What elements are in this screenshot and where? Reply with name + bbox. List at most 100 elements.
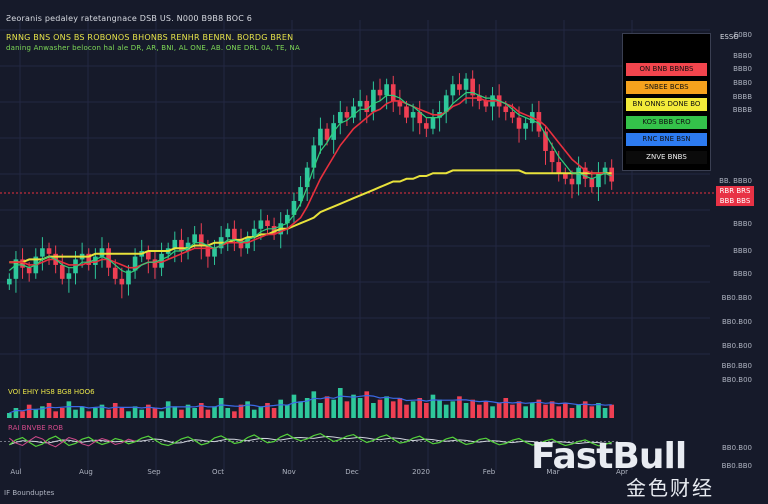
volume-bar bbox=[185, 404, 191, 418]
x-tick-label: Dec bbox=[345, 468, 359, 476]
volume-bar bbox=[576, 404, 581, 418]
candle-body bbox=[430, 117, 436, 129]
legend-row-red: ON BNB BBNBS bbox=[626, 63, 707, 76]
volume-bar bbox=[93, 408, 98, 418]
x-tick-label: Aul bbox=[10, 468, 21, 476]
volume-bar bbox=[172, 406, 178, 418]
volume-bar bbox=[490, 406, 495, 418]
volume-bar bbox=[179, 409, 184, 418]
candle-body bbox=[483, 100, 489, 107]
x-tick-label: 2020 bbox=[412, 468, 430, 476]
volume-bar bbox=[192, 408, 197, 418]
candle-body bbox=[285, 214, 290, 224]
candle-body bbox=[371, 89, 376, 113]
volume-bar bbox=[26, 404, 32, 418]
x-tick-label: Aug bbox=[79, 468, 93, 476]
candle-body bbox=[146, 251, 151, 260]
oscillator-main-line bbox=[8, 432, 612, 448]
volume-bar bbox=[285, 404, 290, 418]
candle-body bbox=[258, 220, 264, 229]
candle-body bbox=[132, 256, 138, 271]
volume-bar bbox=[470, 399, 475, 418]
chart-header-indicators: RNNG BNS ONS BS ROBONOS BHONBS RENHR BEN… bbox=[6, 33, 294, 42]
y-tick-label: BB0.B00 bbox=[722, 342, 752, 350]
brand-subtitle: 金色财经 bbox=[626, 476, 714, 500]
candle-body bbox=[589, 178, 595, 188]
y-tick-label: BBB0 bbox=[733, 79, 752, 87]
volume-bar bbox=[563, 403, 568, 418]
candle-body bbox=[609, 167, 615, 182]
candle-body bbox=[523, 123, 528, 129]
footer-text: IF Bounduptes bbox=[4, 489, 55, 497]
candle-body bbox=[404, 106, 409, 118]
candle-body bbox=[126, 270, 131, 285]
y-tick-label: BBBB bbox=[733, 93, 752, 101]
candle-body bbox=[510, 112, 515, 118]
legend-row-yellow: BN ONNS DONE BO bbox=[626, 98, 707, 111]
volume-bar bbox=[225, 408, 231, 418]
candle-body bbox=[20, 259, 25, 268]
y-tick-label: BBB0 bbox=[733, 52, 752, 60]
volume-bar bbox=[20, 411, 25, 418]
moving-averages bbox=[8, 91, 613, 274]
volume-bar bbox=[457, 396, 462, 418]
volume-bar bbox=[238, 404, 244, 418]
candle-body bbox=[265, 220, 270, 227]
legend-row-blue: RNC BNE BSN bbox=[626, 133, 707, 146]
volume-bar bbox=[278, 399, 284, 418]
legend-row-dark: ZNVE BNBS bbox=[626, 151, 707, 164]
y-tick-label: BBB0 bbox=[733, 220, 752, 228]
volume-bar bbox=[318, 403, 323, 418]
volume-bar bbox=[397, 398, 403, 418]
candle-body bbox=[344, 112, 350, 118]
candle-body bbox=[543, 131, 548, 151]
volume-bar bbox=[430, 394, 436, 418]
volume-bar bbox=[569, 408, 575, 418]
y-tick-label: BBBB bbox=[733, 106, 752, 114]
candle-body bbox=[357, 100, 363, 107]
candle-body bbox=[59, 264, 65, 279]
volume-bar bbox=[510, 404, 515, 418]
y-tick-label: BB. BBB0 bbox=[719, 177, 752, 185]
candle-body bbox=[26, 267, 32, 274]
candle-body bbox=[324, 128, 330, 140]
candle-body bbox=[99, 248, 105, 257]
volume-bar bbox=[549, 401, 555, 418]
candle-body bbox=[73, 259, 78, 274]
volume-bar bbox=[198, 403, 204, 418]
candle-body bbox=[106, 248, 111, 268]
price-tag-line2: BBB BBS bbox=[719, 197, 751, 205]
candle-body bbox=[311, 145, 317, 168]
oscillator-label: RAI BNVBE ROB bbox=[8, 424, 64, 432]
candle-body bbox=[569, 178, 575, 185]
legend-row-orange: SNBEE BCBS bbox=[626, 81, 707, 94]
volume-bar bbox=[126, 411, 131, 418]
candle-body bbox=[271, 226, 277, 235]
candle-body bbox=[119, 278, 125, 285]
volume-bar bbox=[523, 406, 528, 418]
candle-body bbox=[251, 228, 257, 238]
volume-bar bbox=[79, 406, 85, 418]
candle-body bbox=[93, 256, 98, 265]
volume-bar bbox=[245, 401, 250, 418]
ma-fast-line bbox=[8, 91, 612, 274]
volume-bar bbox=[536, 399, 542, 418]
volume-bar bbox=[529, 403, 535, 418]
volume-bar bbox=[59, 408, 65, 418]
volume-bar bbox=[331, 399, 336, 418]
candle-body bbox=[198, 234, 204, 246]
volume-bar bbox=[351, 394, 356, 418]
candle-body bbox=[470, 78, 475, 96]
volume-bars bbox=[6, 388, 615, 418]
volume-bar bbox=[543, 404, 548, 418]
candle-body bbox=[397, 100, 403, 107]
volume-bar bbox=[291, 394, 297, 418]
ma-slow-line bbox=[9, 169, 612, 264]
volume-bar bbox=[146, 404, 151, 418]
candle-body bbox=[318, 128, 323, 146]
volume-bar bbox=[390, 401, 396, 418]
y-tick-label: BB0.B00 bbox=[722, 318, 752, 326]
volume-bar bbox=[357, 398, 363, 418]
candle-body bbox=[212, 248, 217, 257]
